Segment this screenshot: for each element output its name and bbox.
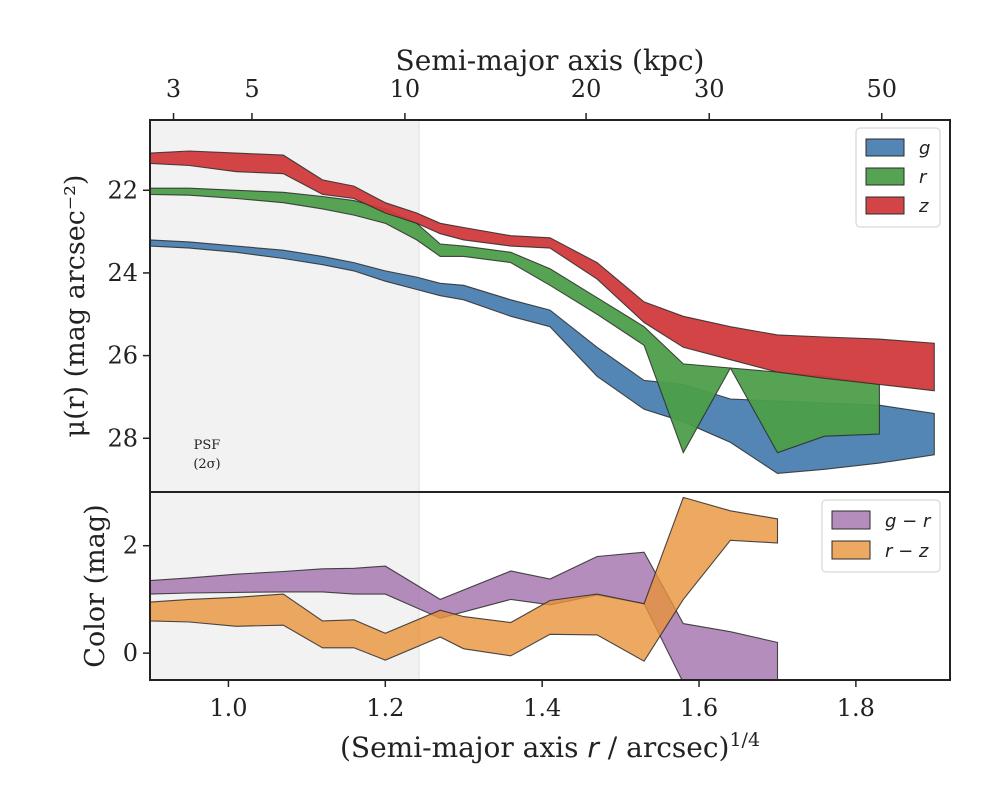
legend-label: r − z: [885, 541, 929, 562]
x-axis-title-after: / arcsec): [599, 731, 730, 764]
bottom-xtick-label: 1.6: [680, 694, 718, 722]
color-series-band-1: [150, 496, 779, 662]
top-axis-tick-label: 10: [390, 75, 421, 103]
top-ytick-label: 24: [107, 259, 138, 287]
legend-swatch: [865, 196, 905, 215]
legend-swatch: [831, 510, 871, 530]
top-axis-tick-label: 20: [571, 75, 602, 103]
legend-label: z: [918, 196, 929, 217]
text-layer: Semi-major axis (kpc) μ(r) (mag arcsec⁻²)…: [60, 44, 760, 764]
series-layer: [150, 150, 935, 680]
legend-swatch: [831, 540, 871, 560]
top-axis-tick-label: 5: [244, 75, 259, 103]
top-ytick-label: 28: [107, 424, 138, 452]
axes-frames: [149, 119, 951, 681]
psf-annotation-line: (2σ): [193, 457, 220, 472]
bottom-xtick-label: 1.0: [209, 694, 247, 722]
x-axis-title-before: (Semi-major axis: [340, 731, 587, 764]
legend-swatch: [865, 167, 905, 186]
tick-layer: 22 24 26 28 3 5 10 20 30 50 0 2 1.0 1.2 1.4 1.6 1.8: [107, 75, 897, 722]
psf-annotation-line: PSF: [194, 438, 221, 453]
color-series-band-0: [150, 551, 779, 680]
sb-series-band-0: [150, 239, 935, 474]
bottom-x-axis-title: (Semi-major axis r / arcsec)1/4: [340, 729, 760, 764]
bottom-ytick-label: 2: [123, 532, 138, 560]
top-ytick-label: 22: [107, 176, 138, 204]
sb-series-band-2: [150, 150, 935, 392]
legend-label: g: [919, 138, 930, 159]
bottom-xtick-label: 1.8: [837, 694, 875, 722]
top-axis-tick-label: 30: [694, 75, 725, 103]
bottom-xtick-label: 1.2: [366, 694, 404, 722]
x-axis-title-var: r: [587, 731, 600, 764]
top-ytick-label: 26: [107, 342, 138, 370]
legend-swatch: [865, 138, 905, 157]
top-y-axis-title: μ(r) (mag arcsec⁻²): [60, 175, 91, 438]
legend-label: g − r: [885, 511, 932, 532]
bottom-panel-frame: [149, 491, 951, 681]
bottom-xtick-label: 1.4: [523, 694, 561, 722]
x-axis-title-sup: 1/4: [729, 729, 760, 751]
bottom-y-axis-title: Color (mag): [80, 504, 111, 667]
bottom-ytick-label: 0: [123, 639, 138, 667]
top-axis-title: Semi-major axis (kpc): [396, 44, 705, 77]
legend-layer: grz g − r r − z: [821, 127, 941, 573]
top-axis-tick-label: 50: [866, 75, 897, 103]
legend-label: r: [919, 167, 928, 188]
top-axis-tick-label: 3: [166, 75, 181, 103]
